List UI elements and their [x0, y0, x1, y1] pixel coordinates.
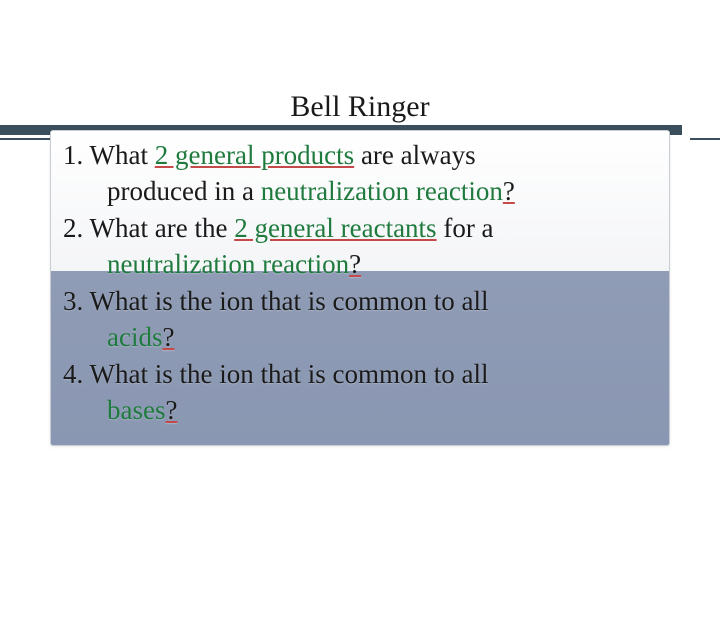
question-item: 4. What is the ion that is common to all: [63, 356, 657, 392]
question-text-span: are always: [354, 140, 475, 170]
question-item: 3. What is the ion that is common to all: [63, 283, 657, 319]
question-text-span: neutralization reaction: [107, 249, 349, 279]
question-number: 4.: [63, 359, 90, 389]
question-text-span: What: [90, 140, 155, 170]
question-indent: acids?: [63, 319, 657, 355]
question-indent: produced in a neutralization reaction?: [63, 173, 657, 209]
question-text-span: ?: [349, 249, 361, 279]
question-box: 1. What 2 general products are alwayspro…: [50, 130, 670, 446]
question-text-span: 2 general products: [155, 140, 354, 170]
question-text-span: What are the: [90, 213, 235, 243]
question-text-span: ?: [165, 395, 177, 425]
question-number: 3.: [63, 286, 90, 316]
question-number: 2.: [63, 213, 90, 243]
question-item: 2. What are the 2 general reactants for …: [63, 210, 657, 246]
question-continuation: acids?: [63, 319, 657, 355]
question-item: 1. What 2 general products are always: [63, 137, 657, 173]
question-text-span: What is the ion that is common to all: [90, 286, 489, 316]
question-text-span: bases: [107, 395, 165, 425]
question-text-span: ?: [162, 322, 174, 352]
question-text-span: produced in a: [107, 176, 261, 206]
question-continuation: neutralization reaction?: [63, 246, 657, 282]
question-number: 1.: [63, 140, 90, 170]
question-text-span: ?: [503, 176, 515, 206]
question-continuation: produced in a neutralization reaction?: [63, 173, 657, 209]
question-text-span: for a: [437, 213, 494, 243]
question-text-span: What is the ion that is common to all: [90, 359, 489, 389]
question-text-span: 2 general reactants: [234, 213, 436, 243]
slide-title: Bell Ringer: [0, 90, 720, 124]
question-indent: bases?: [63, 392, 657, 428]
question-indent: neutralization reaction?: [63, 246, 657, 282]
question-continuation: bases?: [63, 392, 657, 428]
question-text-span: acids: [107, 322, 162, 352]
question-text-span: neutralization reaction: [261, 176, 503, 206]
